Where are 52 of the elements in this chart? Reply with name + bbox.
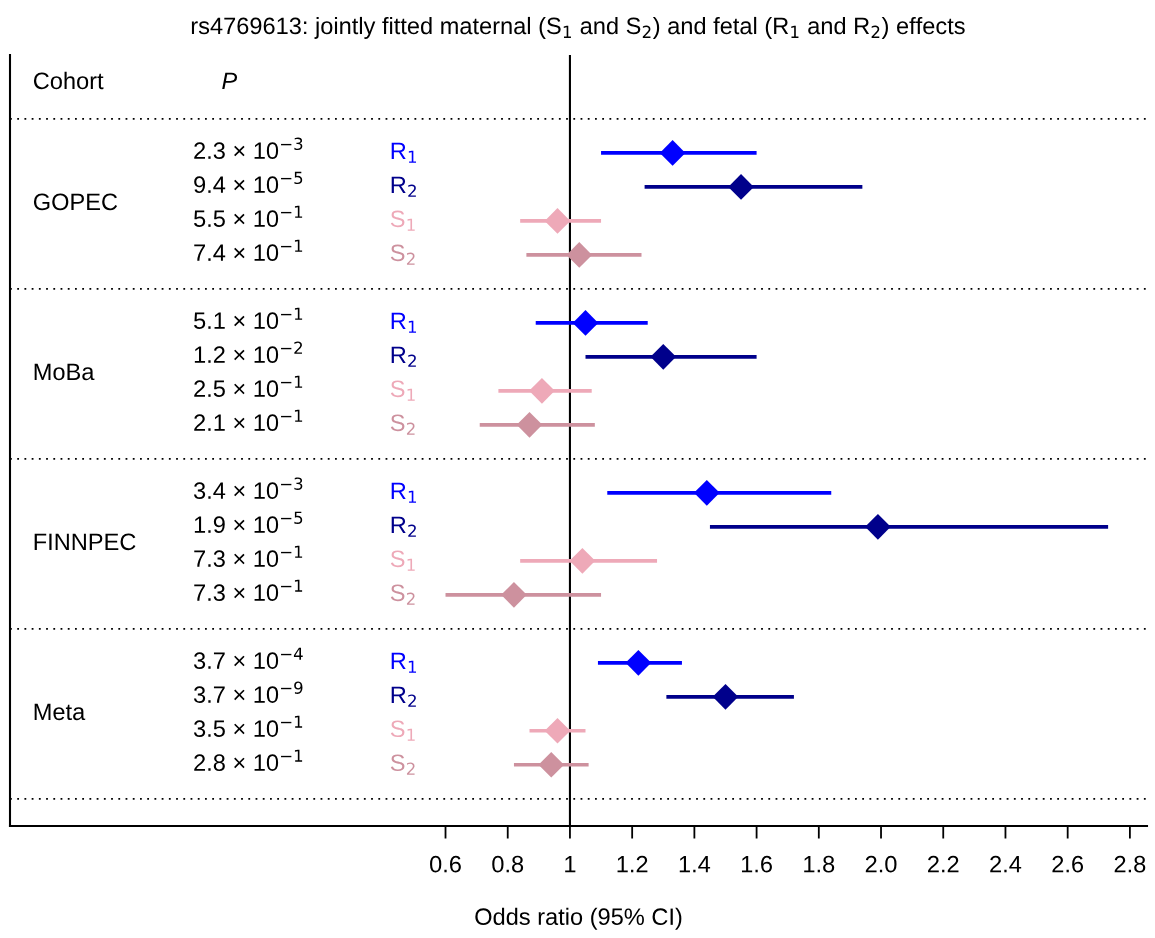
x-tick-label: 1.2 [617,855,648,873]
text: S$_{2}$ [390,584,415,605]
y-tick-label: 3.7 × 10$^{−9}$ [193,681,303,703]
y-tick-label: 2.1 × 10$^{−1}$ [194,409,303,432]
x-tick-label: 1 [565,856,576,873]
text: S$_{2}$ [390,754,415,775]
text: S$_{2}$ [390,414,415,435]
y-tick-label: 7.3 × 10$^{−1}$ [194,545,303,568]
annotation: FINNPEC [34,533,136,551]
text: S$_{2}$ [390,244,415,265]
text: P [222,72,238,89]
text: R$_{2}$ [391,346,416,367]
annotation: Meta [34,703,86,721]
text: Cohort [33,71,104,90]
x-tick-label: 2.6 [1052,855,1084,873]
y-tick-label: 3.5 × 10$^{−1}$ [193,715,303,737]
text: R$_{1}$ [391,482,417,503]
text: R$_{1}$ [391,312,417,333]
chart-title: rs4769613: jointly fitted maternal (S$_{1}$ and S$_{2}$) and fetal (R$_{1}$ and R$_{2}$) effects [191,16,965,39]
y-tick-label: 2.8 × 10$^{−1}$ [194,749,303,771]
x-tick-label: 1.6 [741,855,772,873]
y-tick-label: 2.3 × 10$^{−3}$ [194,137,303,160]
y-tick-label: 3.7 × 10$^{−4}$ [193,647,303,669]
annotation: MoBa [34,363,95,381]
text: R$_{2}$ [391,686,416,707]
text: R$_{1}$ [391,652,417,673]
x-tick-label: 2.2 [928,855,959,873]
text: S$_{1}$ [390,550,415,571]
x-tick-label: 0.8 [492,855,524,873]
x-tick-label: 1.4 [679,856,711,873]
text: S$_{1}$ [390,380,415,401]
text: S$_{1}$ [390,210,415,231]
text: R$_{2}$ [391,516,416,537]
x-tick-label: 1.8 [804,855,835,873]
y-tick-label: 1.2 × 10$^{−2}$ [194,341,302,364]
x-tick-label: 0.6 [430,855,461,873]
y-tick-label: 7.3 × 10$^{−1}$ [194,579,303,602]
text: R$_{1}$ [391,142,417,163]
x-tick-label: 2.0 [865,855,897,873]
y-tick-label: 5.1 × 10$^{−1}$ [194,307,303,330]
annotation: GOPEC [33,193,118,211]
y-tick-label: 9.4 × 10$^{−5}$ [194,171,303,194]
y-tick-label: 2.5 × 10$^{−1}$ [194,375,303,398]
text: R$_{2}$ [391,176,416,197]
x-axis-title: Odds ratio (95% CI) [475,907,682,930]
text: S$_{1}$ [390,720,415,741]
x-tick-label: 2.4 [990,855,1022,873]
y-tick-label: 5.5 × 10$^{−1}$ [194,205,303,228]
x-tick-label: 2.8 [1114,855,1146,873]
y-tick-label: 7.4 × 10$^{−1}$ [194,239,303,262]
y-tick-label: 3.4 × 10$^{−3}$ [193,477,303,500]
y-tick-label: 1.9 × 10$^{−5}$ [194,511,303,534]
